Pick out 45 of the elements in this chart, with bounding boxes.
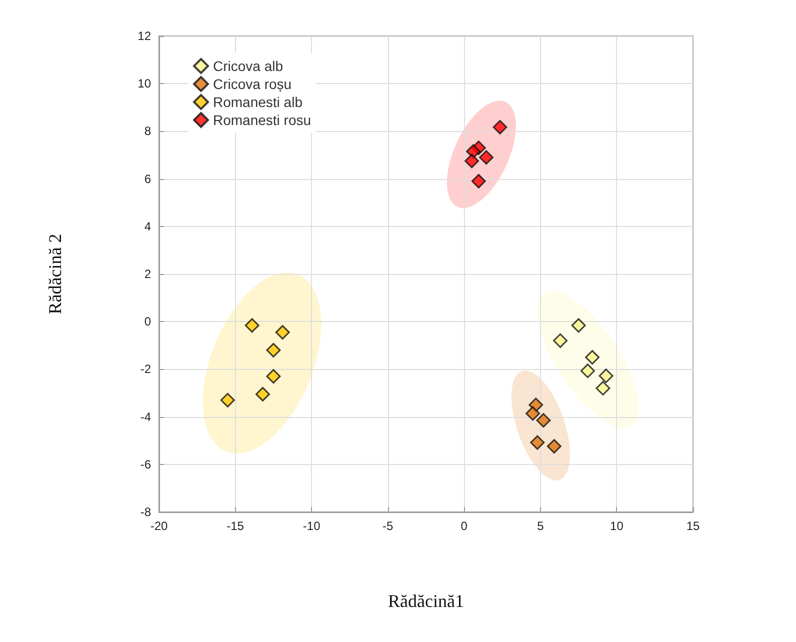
point xyxy=(479,150,494,165)
y-tick-label: 4 xyxy=(144,219,152,234)
x-axis-title: Rădăcină1 xyxy=(388,591,464,611)
y-tick-label: 12 xyxy=(138,29,152,43)
y-tick-label: 0 xyxy=(144,314,152,329)
x-tick-label: -5 xyxy=(382,519,394,533)
legend-label: Cricova alb xyxy=(213,58,284,74)
x-tick-label: 15 xyxy=(686,519,700,533)
y-tick-label: 2 xyxy=(144,267,152,281)
point xyxy=(580,364,595,378)
x-tick-label: -20 xyxy=(150,519,168,533)
y-tick-label: -8 xyxy=(140,505,152,519)
y-tick-label: 10 xyxy=(138,76,152,91)
point xyxy=(598,368,614,384)
point xyxy=(571,318,586,333)
point xyxy=(546,439,562,454)
x-tick-label: 5 xyxy=(537,519,544,533)
y-tick-label: 8 xyxy=(144,124,152,138)
y-tick-label: -2 xyxy=(140,362,152,376)
legend-label: Cricova roșu xyxy=(213,76,292,92)
point xyxy=(266,342,281,358)
y-tick-label: 6 xyxy=(144,172,152,186)
point xyxy=(220,392,235,408)
point xyxy=(553,333,568,348)
y-tick-label: -6 xyxy=(140,457,152,472)
x-tick-label: 10 xyxy=(610,519,624,533)
x-tick-label: -10 xyxy=(302,519,321,533)
point xyxy=(492,120,508,134)
point xyxy=(596,380,610,396)
x-tick-label: 0 xyxy=(460,519,468,533)
legend-label: Romanesti alb xyxy=(213,94,303,110)
point xyxy=(585,350,600,365)
y-axis-title: Rădăcină 2 xyxy=(45,234,65,314)
point xyxy=(266,369,281,384)
point xyxy=(244,318,260,333)
legend-label: Romanesti rosu xyxy=(213,112,312,128)
point xyxy=(256,386,270,402)
point xyxy=(275,325,290,340)
y-tick-label: -4 xyxy=(140,410,152,424)
x-tick-label: -15 xyxy=(226,519,244,533)
point xyxy=(471,174,486,188)
point xyxy=(530,435,545,450)
point xyxy=(536,413,551,428)
point xyxy=(464,154,480,168)
point xyxy=(526,406,540,421)
